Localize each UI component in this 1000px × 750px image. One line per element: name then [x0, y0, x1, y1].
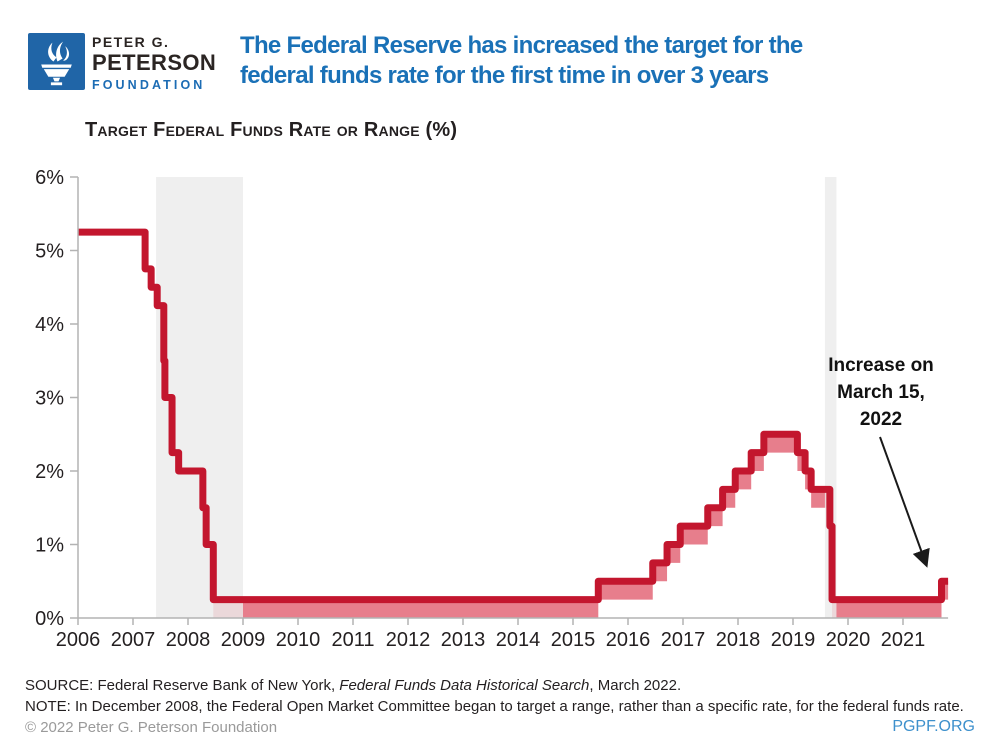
x-tick-label: 2016 [606, 629, 651, 651]
note-line: NOTE: In December 2008, the Federal Open… [25, 697, 964, 715]
y-tick-label: 4% [35, 314, 64, 336]
x-tick-label: 2021 [881, 629, 926, 651]
fed-funds-rate-chart: 0% 1% 2% 3% 4% 5% 6% 2006 2007 2008 2009 2010 2011 20… [35, 167, 949, 651]
y-tick-label: 6% [35, 167, 64, 189]
x-tick-label: 2017 [661, 629, 706, 651]
pgpf-logo-text: PETER G. PETERSON FOUNDATION [92, 35, 216, 92]
x-tick-label: 2007 [111, 629, 156, 651]
x-tick-label: 2015 [551, 629, 596, 651]
target-rate-line [78, 228, 949, 604]
chart-title: Target Federal Funds Rate or Range (%) [85, 119, 458, 141]
x-tick-label: 2009 [221, 629, 266, 651]
y-tick-label: 3% [35, 388, 64, 410]
x-tick-label: 2020 [826, 629, 871, 651]
x-tick-label: 2010 [276, 629, 321, 651]
source-suffix: , March 2022. [589, 677, 682, 694]
x-tick-label: 2006 [56, 629, 101, 651]
x-tick-label: 2008 [166, 629, 211, 651]
chart-area: 0% 1% 2% 3% 4% 5% 6% 2006 2007 2008 2009 2010 2011 20… [0, 150, 1000, 670]
torch-icon [28, 33, 85, 90]
target-range-band [213, 434, 949, 618]
y-tick-label: 0% [35, 608, 64, 630]
page-title: The Federal Reserve has increased the ta… [240, 32, 803, 89]
logo-line-peterson: PETERSON [92, 50, 217, 75]
annotation-arrow [879, 436, 930, 568]
logo-line-foundation: FOUNDATION [92, 78, 206, 92]
x-tick-label: 2018 [716, 629, 761, 651]
source-note-block: SOURCE: Federal Reserve Bank of New York… [25, 676, 964, 717]
x-tick-label: 2013 [441, 629, 486, 651]
y-tick-label: 1% [35, 535, 64, 557]
x-tick-label: 2019 [771, 629, 816, 651]
logo-line-peter-g: PETER G. [92, 34, 170, 50]
x-tick-label: 2014 [496, 629, 541, 651]
x-tick-label: 2012 [386, 629, 431, 651]
x-tick-label: 2011 [331, 629, 374, 651]
source-publication: Federal Funds Data Historical Search [339, 677, 590, 694]
source-line: SOURCE: Federal Reserve Bank of New York… [25, 676, 964, 697]
y-tick-label: 5% [35, 241, 64, 263]
pgpf-logo [28, 33, 85, 90]
y-tick-label: 2% [35, 461, 64, 483]
pgpf-org-link[interactable]: PGPF.ORG [892, 718, 975, 735]
copyright-text: © 2022 Peter G. Peterson Foundation [25, 719, 278, 736]
source-prefix: SOURCE: Federal Reserve Bank of New York… [25, 677, 340, 694]
annotation-increase-march-2022: Increase on March 15, 2022 [828, 355, 934, 430]
recession-band [824, 177, 837, 618]
